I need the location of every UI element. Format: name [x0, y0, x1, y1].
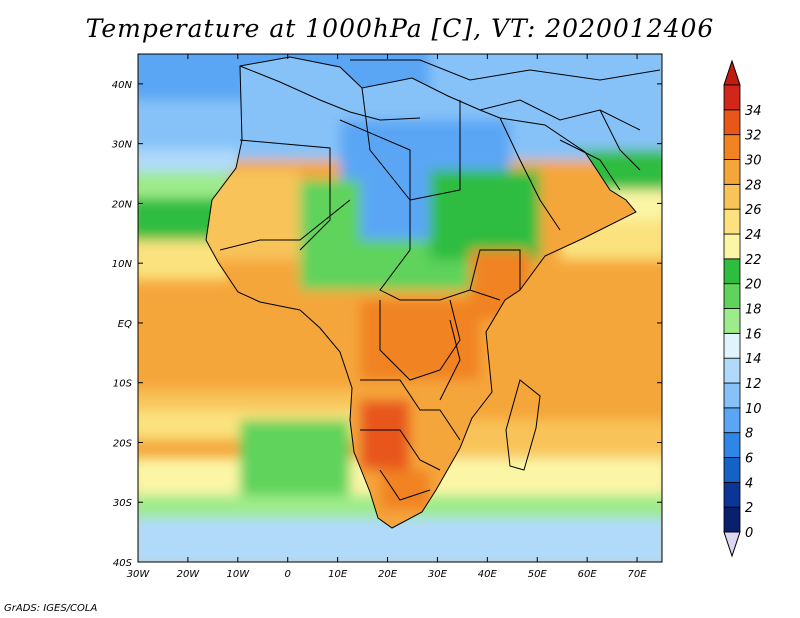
colorbar-label: 8 [745, 427, 753, 442]
lat-tick-label: 30S [113, 498, 133, 509]
colorbar-label: 10 [745, 402, 762, 417]
lon-tick-label: 10W [226, 569, 250, 580]
lon-tick-label: 50E [528, 569, 548, 580]
lon-tick-label: 40E [478, 569, 498, 580]
colorbar-swatch [723, 208, 741, 235]
colorbar-label: 4 [745, 476, 753, 491]
colorbar-over-arrow [723, 59, 741, 86]
lon-tick-label: 20E [378, 569, 398, 580]
colorbar-label: 28 [745, 178, 762, 193]
colorbar-label: 0 [745, 526, 753, 541]
colorbar-swatch [723, 283, 741, 309]
colorbar-label: 22 [745, 253, 762, 268]
colorbar-swatch [723, 84, 741, 111]
colorbar-label: 18 [745, 303, 762, 318]
coastline-borders [205, 56, 661, 529]
lon-tick-label: 20W [177, 569, 201, 580]
credit-text: GrADS: IGES/COLA [4, 603, 98, 614]
colorbar-swatch [723, 308, 741, 334]
colorbar-swatch [723, 382, 741, 409]
colorbar-swatch [723, 407, 741, 434]
lat-tick-label: 30N [112, 140, 133, 151]
colorbar-label: 6 [745, 452, 753, 467]
colorbar-swatch [723, 109, 741, 136]
colorbar-label: 20 [745, 278, 762, 293]
lat-tick-label: EQ [118, 319, 132, 330]
latitude-axis: 40N 30N 20N 10N EQ 10S 20S 30S 40S [112, 80, 662, 569]
colorbar-label: 26 [745, 203, 762, 218]
lon-tick-label: 10E [328, 569, 348, 580]
lon-tick-label: 30E [428, 569, 448, 580]
colorbar-swatch [723, 457, 741, 483]
map-title: Temperature at 1000hPa [C], VT: 20200124… [85, 14, 715, 43]
map-frame [137, 53, 663, 563]
lat-tick-label: 40S [113, 558, 133, 569]
colorbar-swatch [723, 332, 741, 359]
colorbar-label: 30 [745, 154, 762, 169]
colorbar-swatch [723, 481, 741, 508]
colorbar-swatch [723, 233, 741, 260]
lon-tick-label: 0 [285, 569, 291, 580]
lat-tick-label: 20N [112, 199, 133, 210]
colorbar-swatch [723, 183, 741, 210]
colorbar-label: 34 [745, 104, 762, 119]
colorbar-label: 2 [745, 501, 753, 516]
colorbar-label: 14 [745, 352, 762, 367]
colorbar-swatch [723, 357, 741, 384]
colorbar-swatch [723, 432, 741, 458]
lat-tick-label: 20S [113, 438, 133, 449]
colorbar-under-arrow [723, 531, 741, 558]
lat-tick-label: 10N [112, 259, 133, 270]
colorbar-label: 16 [745, 327, 762, 342]
colorbar-label: 24 [745, 228, 762, 243]
colorbar-label: 32 [745, 129, 762, 144]
colorbar-swatch [723, 258, 741, 285]
lon-tick-label: 60E [578, 569, 598, 580]
lon-tick-label: 30W [127, 569, 151, 580]
colorbar-swatch [723, 134, 741, 160]
colorbar-swatch [723, 506, 741, 533]
colorbar-label: 12 [745, 377, 762, 392]
longitude-axis: 30W 20W 10W 0 10E 20E 30E 40E 50E 60E 70E [127, 54, 648, 580]
lon-tick-label: 70E [628, 569, 648, 580]
lat-tick-label: 10S [113, 379, 133, 390]
temperature-field [138, 54, 662, 562]
colorbar-swatch [723, 159, 741, 185]
lat-tick-label: 40N [112, 80, 133, 91]
